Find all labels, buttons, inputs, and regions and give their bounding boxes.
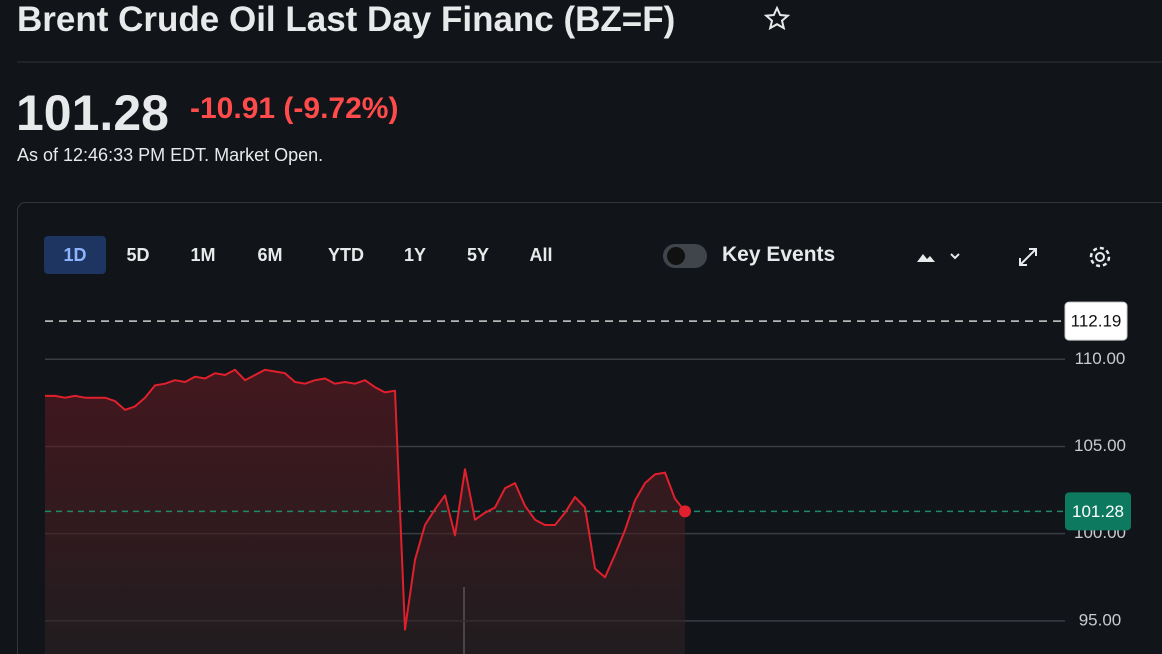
range-button[interactable]: 5Y [466, 245, 490, 265]
chart-type[interactable] [915, 246, 965, 268]
title: Brent Crude Oil Last Day Financ (BZ=F) [17, 0, 676, 39]
watchlist-star[interactable] [763, 5, 791, 33]
toggle[interactable] [662, 243, 708, 269]
last-point [679, 505, 691, 518]
range-button[interactable]: 1M [190, 245, 216, 265]
y-tick-label: 110.00 [1075, 349, 1126, 368]
current-price-badge [1065, 492, 1131, 531]
range-button[interactable]: 1Y [403, 245, 427, 265]
range-button[interactable]: All [529, 245, 553, 265]
previous-close-label: 112.19 [1071, 312, 1122, 331]
current-price-label: 101.28 [1072, 502, 1124, 521]
change-percent: (-9.72%) [283, 92, 399, 125]
range-button[interactable]: 6M [257, 245, 283, 265]
key-events[interactable]: Key Events [722, 243, 836, 266]
change-value: -10.91 [190, 92, 276, 125]
price: 101.28 [16, 85, 169, 141]
previous-close-badge [1064, 301, 1128, 341]
range-button[interactable]: YTD [328, 245, 364, 265]
line [45, 368, 686, 631]
settings[interactable] [1087, 244, 1113, 270]
expand[interactable] [1016, 245, 1040, 269]
as-of: As of 12:46:33 PM EDT. Market Open. [17, 145, 324, 165]
y-tick-label: 105.00 [1074, 436, 1126, 455]
panel [17, 202, 1162, 654]
range-button[interactable]: 1D [44, 236, 106, 274]
y-tick-label: 95.00 [1079, 610, 1122, 629]
range-button[interactable]: 5D [126, 245, 150, 265]
change: -10.91 (-9.72%) [190, 92, 398, 126]
